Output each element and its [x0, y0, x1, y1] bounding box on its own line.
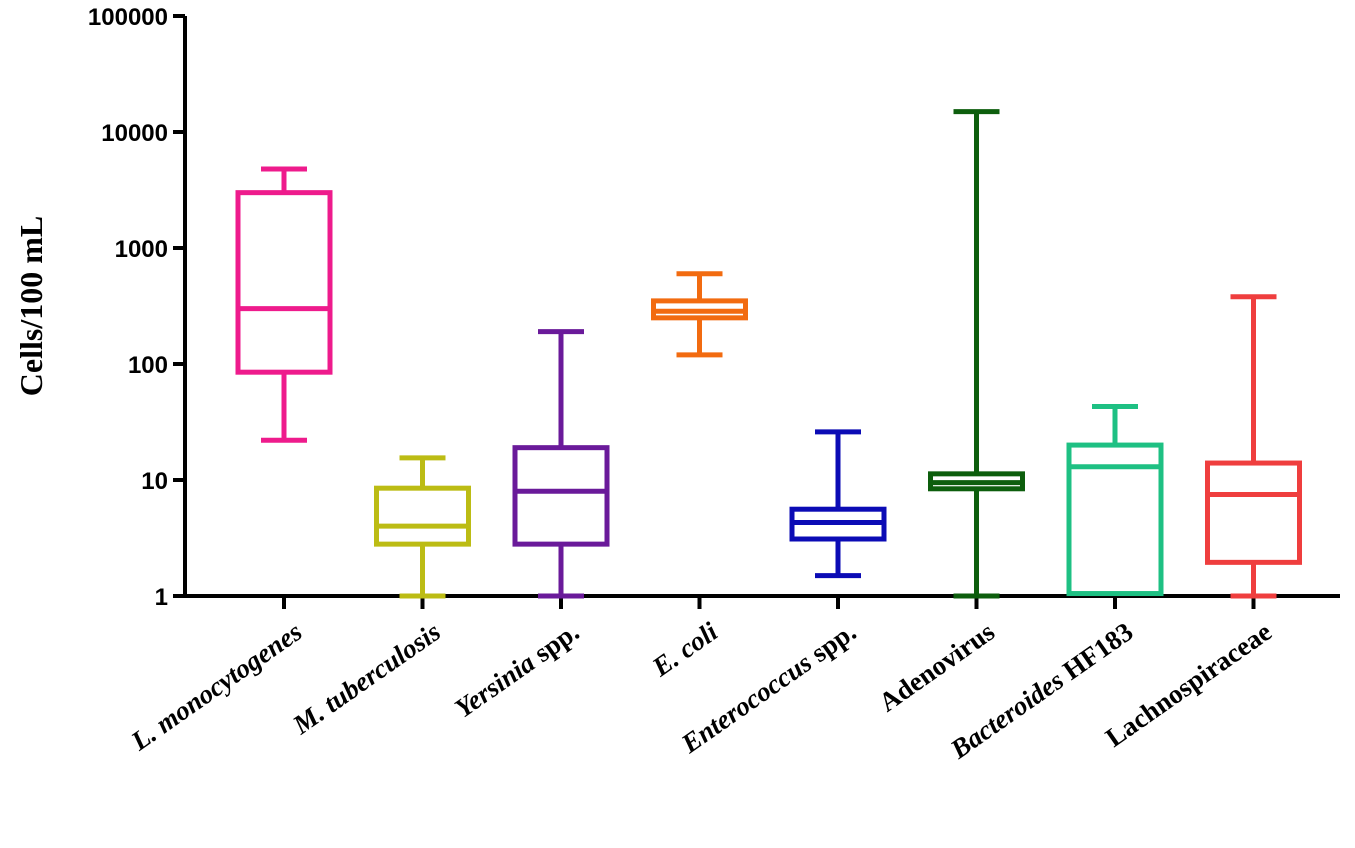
- category-label-roman: Adenovirus: [873, 616, 1000, 717]
- x-axis: [183, 594, 1340, 609]
- box-yersinia: [512, 329, 610, 599]
- y-tick-label: 100: [128, 352, 168, 379]
- category-label-italic: Enterococcus: [675, 647, 817, 759]
- category-label: M. tuberculosis: [287, 616, 446, 740]
- box-bacteroides: [1066, 404, 1164, 597]
- category-label-roman: HF183: [1052, 616, 1139, 689]
- category-label: Adenovirus: [873, 616, 1000, 717]
- iqr-box: [1205, 460, 1302, 565]
- category-label-italic: Yersinia: [449, 647, 540, 723]
- box-m-tuberculosis: [374, 455, 471, 599]
- iqr-box: [512, 445, 610, 547]
- box-l-monocytogenes: [235, 166, 333, 443]
- box-lachnospiraceae: [1205, 294, 1302, 599]
- category-label-italic: Bacteroides: [944, 665, 1069, 765]
- iqr-box: [374, 485, 471, 547]
- category-label: E. coli: [646, 616, 723, 683]
- boxes: [235, 109, 1302, 599]
- y-tick-label: 100000: [88, 4, 168, 31]
- category-label: Yersinia spp.: [449, 616, 584, 723]
- category-label-italic: M. tuberculosis: [287, 616, 446, 740]
- y-tick-label: 10: [141, 468, 168, 495]
- box-e-coli: [651, 271, 748, 358]
- box-enterococcus: [789, 429, 887, 579]
- y-axis: 1 10 100 1000 10000 100000: [88, 4, 187, 611]
- y-tick-label: 1: [155, 584, 168, 611]
- box-adenovirus: [928, 109, 1025, 599]
- y-tick-label: 10000: [101, 120, 168, 147]
- category-label-italic: E. coli: [646, 616, 723, 683]
- iqr-box: [1066, 442, 1164, 597]
- y-axis-title: Cells/100 mL: [13, 216, 49, 396]
- category-label-italic: L. monocytogenes: [125, 616, 308, 756]
- y-tick-label: 1000: [115, 236, 168, 263]
- category-label: L. monocytogenes: [125, 616, 308, 756]
- iqr-box: [235, 190, 333, 375]
